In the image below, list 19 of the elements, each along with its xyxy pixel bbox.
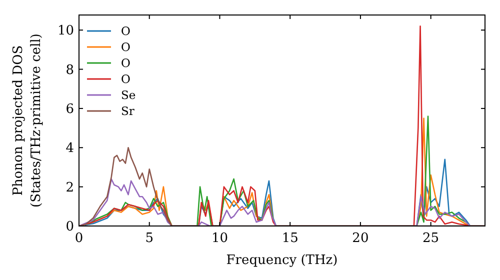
legend-label: O — [121, 56, 130, 70]
x-tick-label: 20 — [352, 231, 369, 246]
legend-label: O — [121, 24, 130, 38]
x-tick-label: 25 — [422, 231, 440, 246]
x-tick-label: 15 — [282, 231, 298, 246]
x-axis-title: Frequency (THz) — [226, 253, 338, 268]
x-tick-label: 5 — [145, 231, 154, 246]
y-tick-label: 4 — [66, 141, 74, 156]
y-tick-label: 2 — [66, 180, 74, 196]
legend-label: O — [121, 72, 130, 86]
y-axis-title: Phonon projected DOS (States/THz·primitive cell) — [11, 33, 44, 208]
legend-label: Se — [121, 88, 136, 102]
y-tick-label: 8 — [66, 62, 74, 78]
y-tick-label: 10 — [57, 24, 74, 39]
x-tick-label: 10 — [211, 231, 228, 246]
legend-label: Sr — [121, 104, 135, 118]
y-tick-label: 0 — [66, 220, 74, 234]
legend-label: O — [121, 40, 130, 54]
y-tick-label: 6 — [66, 102, 74, 117]
